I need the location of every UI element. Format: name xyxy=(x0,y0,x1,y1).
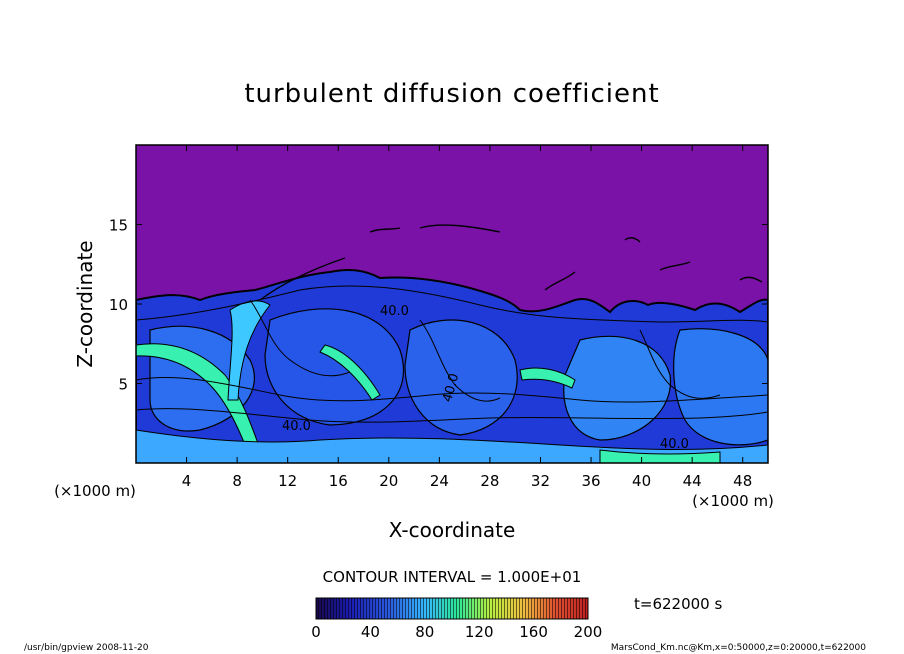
y-axis: 5 10 15 xyxy=(109,217,768,394)
contour-label: 40.0 xyxy=(440,372,462,404)
swirl-center-2 xyxy=(404,319,518,436)
colorbar-ticks: 0 40 80 120 160 200 xyxy=(311,623,602,641)
colorbar-tick-label: 0 xyxy=(311,623,321,641)
x-tick-label: 28 xyxy=(480,472,499,490)
upper-wisps xyxy=(259,224,763,301)
contour-field: 40.0 40.0 40.0 40.0 xyxy=(136,145,768,463)
y-tick-label: 5 xyxy=(118,376,128,394)
x-tick-label: 32 xyxy=(531,472,550,490)
colorbar-tick-label: 40 xyxy=(361,623,380,641)
time-label: t=622000 s xyxy=(634,595,722,613)
contour-label: 40.0 xyxy=(282,419,311,434)
x-tick-label: 20 xyxy=(379,472,398,490)
bright-band-4 xyxy=(519,367,576,389)
x-tick-label: 44 xyxy=(683,472,702,490)
x-unit-right: (×1000 m) xyxy=(692,492,774,510)
swirl-right xyxy=(563,335,672,441)
contour-lines xyxy=(136,285,768,423)
x-tick-label: 8 xyxy=(232,472,242,490)
swirl-far-right xyxy=(673,328,768,446)
contour-label: 40.0 xyxy=(660,437,689,452)
x-tick-label: 40 xyxy=(632,472,651,490)
x-tick-label: 36 xyxy=(581,472,600,490)
x-tick-label: 4 xyxy=(182,472,192,490)
colorbar-tick-label: 80 xyxy=(415,623,434,641)
chart-title: turbulent diffusion coefficient xyxy=(244,79,659,109)
y-axis-label: Z-coordinate xyxy=(73,240,97,367)
footer-left: /usr/bin/gpview 2008-11-20 xyxy=(24,643,149,653)
colorbar-tick-label: 160 xyxy=(519,623,548,641)
footer-right: MarsCond_Km.nc@Km,x=0:50000,z=0:20000,t=… xyxy=(611,643,866,653)
contour-label: 40.0 xyxy=(380,304,409,319)
bottom-band-bright xyxy=(599,449,721,463)
colorbar-tick-label: 200 xyxy=(574,623,603,641)
x-tick-label: 16 xyxy=(329,472,348,490)
x-axis-label: X-coordinate xyxy=(389,518,516,542)
y-tick-label: 10 xyxy=(109,296,128,314)
colorbar-contour-stripes xyxy=(316,598,588,619)
x-tick-label: 24 xyxy=(430,472,449,490)
colorbar-frame xyxy=(315,597,589,620)
colorbar-tick-label: 120 xyxy=(465,623,494,641)
contour-interval: CONTOUR INTERVAL = 1.000E+01 xyxy=(323,568,582,586)
y-tick-label: 15 xyxy=(109,217,128,235)
x-tick-label: 48 xyxy=(733,472,752,490)
x-axis: 4 8 12 16 20 24 28 32 36 40 44 48 xyxy=(182,145,752,490)
x-tick-label: 12 xyxy=(278,472,297,490)
x-unit-left: (×1000 m) xyxy=(54,482,136,500)
